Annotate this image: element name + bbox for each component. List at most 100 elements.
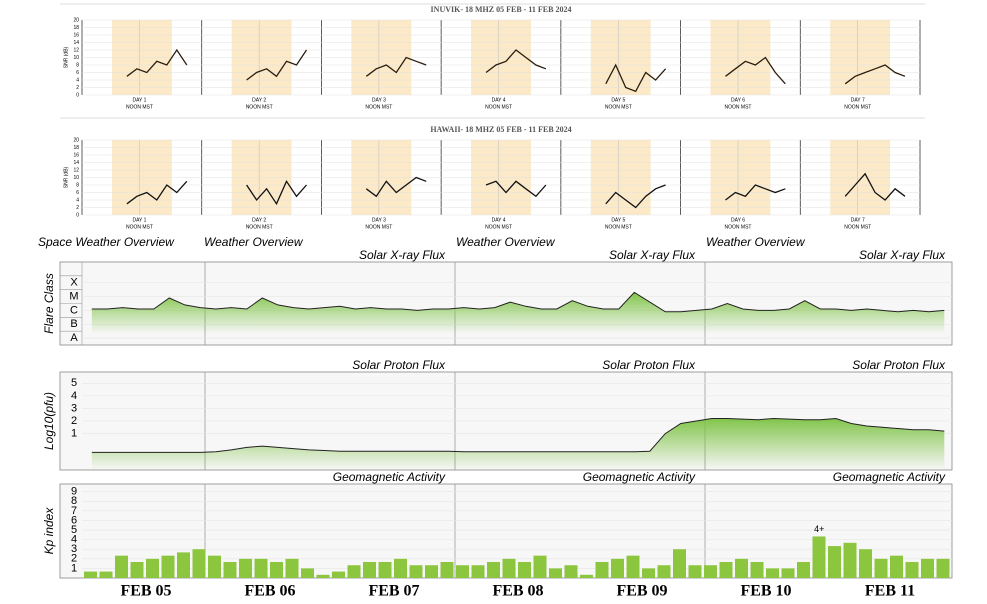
y-tick-label: A <box>70 332 78 344</box>
kp-bar <box>518 561 531 578</box>
day-sublabel: NOON MST <box>605 104 632 110</box>
day-sublabel: NOON MST <box>844 104 871 110</box>
y-tick-label: 10 <box>73 55 79 61</box>
day-sublabel: NOON MST <box>605 224 632 230</box>
y-tick-label: 1 <box>71 427 77 439</box>
snr-line <box>246 49 308 81</box>
kp-bar <box>254 558 268 578</box>
kp-bar <box>192 549 206 578</box>
y-tick-label: 8 <box>76 62 79 68</box>
kp-bar <box>921 558 934 578</box>
y-tick-label: 2 <box>76 85 79 91</box>
kp-bar <box>285 558 299 578</box>
y-tick-label: 8 <box>71 495 77 507</box>
panel-title: Geomagnetic Activity <box>583 470 696 484</box>
date-label: FEB 07 <box>368 583 419 600</box>
day-label: DAY 1 <box>132 97 146 103</box>
y-tick-label: 4 <box>71 534 77 546</box>
day-sublabel: NOON MST <box>365 104 392 110</box>
kp-bar <box>332 571 345 578</box>
kp-bar <box>657 565 671 578</box>
kp-bar <box>99 571 113 578</box>
date-label: FEB 08 <box>492 583 543 600</box>
kp-bar <box>487 561 500 578</box>
y-tick-label: 6 <box>76 190 79 196</box>
panel-title: Solar X-ray Flux <box>359 248 446 262</box>
day-label: DAY 1 <box>132 217 146 223</box>
kp-bar <box>828 546 841 578</box>
day-sublabel: NOON MST <box>725 104 752 110</box>
value-label: 4+ <box>814 524 824 534</box>
snr-line <box>485 49 547 74</box>
kp-bar <box>456 565 469 578</box>
kp-bar <box>719 561 733 578</box>
kp-bar <box>471 565 485 578</box>
y-tick-label: M <box>69 290 78 302</box>
kp-bar <box>409 565 423 578</box>
date-label: FEB 05 <box>120 583 171 600</box>
snr-line <box>485 180 547 198</box>
kp-bar <box>797 561 810 578</box>
y-tick-label: 4 <box>76 77 79 83</box>
day-sublabel: NOON MST <box>126 224 153 230</box>
y-tick-label: 2 <box>71 415 77 427</box>
day-label: DAY 7 <box>851 217 865 223</box>
y-tick-label: 14 <box>73 40 79 46</box>
day-label: DAY 4 <box>492 97 506 103</box>
y-tick-label: 0 <box>76 92 79 98</box>
y-tick-label: 9 <box>71 486 77 498</box>
y-tick-label: 6 <box>71 514 77 526</box>
y-axis-label: Flare Class <box>42 273 56 334</box>
day-label: DAY 5 <box>611 217 625 223</box>
kp-bar <box>533 555 547 578</box>
day-sublabel: NOON MST <box>365 224 392 230</box>
day-label: DAY 7 <box>851 97 865 103</box>
y-tick-label: 6 <box>76 70 79 76</box>
chart-title: HAWAII- 18 MHZ 05 FEB - 11 FEB 2024 <box>430 125 571 134</box>
day-label: DAY 5 <box>611 97 625 103</box>
y-tick-label: 5 <box>71 524 77 536</box>
flux-line <box>91 291 945 313</box>
day-label: DAY 4 <box>492 217 506 223</box>
y-tick-label: 2 <box>76 205 79 211</box>
kp-bar <box>626 555 640 578</box>
y-tick-label: 20 <box>73 17 79 23</box>
snr-line <box>844 172 906 201</box>
kp-bar <box>84 571 97 578</box>
flux-area <box>91 292 945 334</box>
kp-bar <box>130 561 144 578</box>
day-sublabel: NOON MST <box>126 104 153 110</box>
panel-title: Solar Proton Flux <box>352 358 446 372</box>
date-label: FEB 10 <box>740 583 791 600</box>
date-label: FEB 06 <box>244 583 295 600</box>
day-label: DAY 6 <box>731 217 745 223</box>
snr-line <box>126 180 188 205</box>
y-axis-label: Log10(pfu) <box>42 392 56 450</box>
header: Weather Overview <box>706 235 806 249</box>
kp-bar <box>890 555 903 578</box>
y-tick-label: 1 <box>71 562 77 574</box>
y-tick-label: 12 <box>73 167 79 173</box>
day-sublabel: NOON MST <box>485 224 512 230</box>
y-tick-label: 3 <box>71 402 77 414</box>
y-tick-label: 4 <box>71 390 77 402</box>
kp-bar <box>208 555 221 578</box>
snr-line <box>605 184 666 209</box>
kp-bar <box>394 558 407 578</box>
day-sublabel: NOON MST <box>485 104 512 110</box>
panel-title: Solar X-ray Flux <box>609 248 696 262</box>
kp-bar <box>843 542 857 578</box>
header: Weather Overview <box>456 235 556 249</box>
kp-bar <box>146 558 159 578</box>
panel-title: Geomagnetic Activity <box>833 470 946 484</box>
kp-bar <box>859 549 872 578</box>
kp-bar <box>223 561 237 578</box>
kp-bar <box>161 555 175 578</box>
snr-line <box>365 56 427 77</box>
kp-bar <box>750 561 764 578</box>
snr-line <box>725 184 786 201</box>
day-label: DAY 3 <box>372 217 386 223</box>
y-tick-label: 4 <box>76 197 79 203</box>
day-label: DAY 2 <box>252 217 266 223</box>
